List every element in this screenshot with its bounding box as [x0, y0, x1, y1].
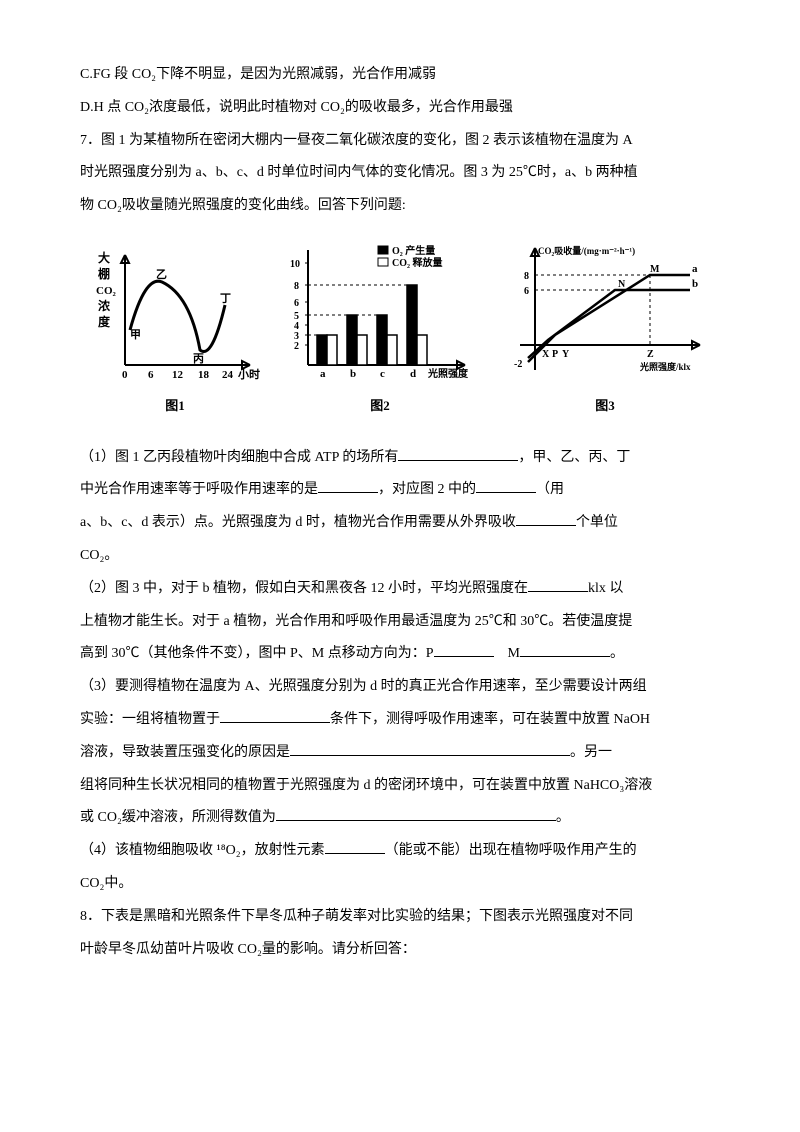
blank-value: [276, 807, 556, 821]
fig3-neg2: -2: [514, 359, 522, 370]
q7-line2: 时光照强度分别为 a、b、c、d 时单位时间内气体的变化情况。图 3 为 25℃…: [80, 158, 720, 189]
fig2-xa: a: [320, 368, 326, 380]
fig3-a: a: [692, 263, 698, 275]
option-c: C.FG 段 CO₂下降不明显，是因为光照减弱，光合作用减弱: [80, 60, 720, 91]
fig1-x0: 0: [122, 369, 128, 381]
figure-3: CO₂吸收量/(mg·m⁻²·h⁻¹) 8 6 M N a b -2 X P Y…: [500, 240, 710, 421]
fig2-xc: c: [380, 368, 385, 380]
option-d: D.H 点 CO₂浓度最低，说明此时植物对 CO₂的吸收最多，光合作用最强: [80, 93, 720, 124]
fig1-x4: 24: [222, 369, 234, 381]
p2-e: M: [508, 646, 520, 661]
p3-c: 条件下，测得呼吸作用速率，可在装置中放置 NaOH: [330, 712, 650, 727]
figure-2: 10 8 6 5 4 3 2 O₂ 产生量: [280, 240, 480, 421]
fig2-y8: 8: [294, 281, 299, 292]
p2-d: 高到 30℃（其他条件不变），图中 P、M 点移动方向为：P: [80, 646, 434, 661]
p2-b: klx 以: [588, 581, 623, 596]
p3-e: 。另一: [570, 745, 612, 760]
fig2-y10: 10: [290, 259, 300, 270]
p1-c: 中光合作用速率等于呼吸作用速率的是: [80, 482, 318, 497]
p1-g: 个单位: [576, 515, 618, 530]
q8-line2: 叶龄早冬瓜幼苗叶片吸收 CO₂量的影响。请分析回答：: [80, 935, 720, 966]
fig1-label: 图1: [165, 392, 185, 421]
fig1-x1: 6: [148, 369, 154, 381]
p2-line1: （2）图 3 中，对于 b 植物，假如白天和黑夜各 12 小时，平均光照强度在 k…: [80, 574, 720, 605]
blank-cond: [220, 709, 330, 723]
blank-reason: [290, 742, 570, 756]
fig3-P: P: [552, 349, 558, 360]
fig3-M: M: [650, 264, 660, 275]
p4-a: （4）该植物细胞吸收 ¹⁸O₂，放射性元素: [80, 843, 325, 858]
fig1-ding: 丁: [220, 292, 231, 305]
blank-cancannot: [325, 840, 385, 854]
p1-line4: CO₂。: [80, 541, 720, 572]
p3-g: 或 CO₂缓冲溶液，所测得数值为: [80, 810, 276, 825]
fig3-N: N: [618, 279, 626, 290]
p2-line2: 上植物才能生长。对于 a 植物，光合作用和呼吸作用最适温度为 25℃和 30℃。…: [80, 607, 720, 638]
blank-P: [434, 643, 494, 657]
q8-line1: 8．下表是黑暗和光照条件下旱冬瓜种子萌发率对比实验的结果；下图表示光照强度对不同: [80, 902, 720, 933]
fig1-yl4: 浓: [98, 298, 111, 313]
fig1-jia: 甲: [130, 328, 141, 341]
p3-line1: （3）要测得植物在温度为 A、光照强度分别为 d 时的真正光合作用速率，至少需要…: [80, 672, 720, 703]
p3-b: 实验：一组将植物置于: [80, 712, 220, 727]
p1-line2: 中光合作用速率等于呼吸作用速率的是 ，对应图 2 中的 （用: [80, 475, 720, 506]
fig1-yi: 乙: [156, 268, 167, 281]
fig2-y2: 2: [294, 341, 299, 352]
p1-d: ，对应图 2 中的: [378, 482, 476, 497]
fig3-Z: Z: [647, 349, 654, 360]
fig2-leg-co2: CO₂ 释放量: [392, 256, 443, 269]
fig2-xlabel: 光照强度: [427, 367, 469, 380]
fig2-xb: b: [350, 368, 356, 380]
p3-line5: 或 CO₂缓冲溶液，所测得数值为 。: [80, 803, 720, 834]
blank-klx: [528, 578, 588, 592]
fig3-b: b: [692, 278, 698, 290]
fig3-X: X: [542, 349, 550, 360]
p1-a: （1）图 1 乙丙段植物叶肉细胞中合成 ATP 的场所有: [80, 450, 398, 465]
blank-eq: [318, 479, 378, 493]
p1-line3: a、b、c、d 表示）点。光照强度为 d 时，植物光合作用需要从外界吸收 个单位: [80, 508, 720, 539]
p3-h: 。: [556, 810, 570, 825]
p4-b: （能或不能）出现在植物呼吸作用产生的: [385, 843, 637, 858]
figure-1: 甲 乙 丙 丁 大 棚 CO₂ 浓 度 0 6 12 18 24 小时 图1: [90, 240, 260, 421]
p3-line4: 组将同种生长状况相同的植物置于光照强度为 d 的密闭环境中，可在装置中放置 Na…: [80, 771, 720, 802]
q7-line3: 物 CO₂吸收量随光照强度的变化曲线。回答下列问题:: [80, 191, 720, 222]
fig2-label: 图2: [370, 392, 390, 421]
fig3-y8: 8: [524, 271, 529, 282]
blank-atp: [398, 447, 518, 461]
p1-b: ，甲、乙、丙、丁: [518, 450, 630, 465]
fig1-yl5: 度: [98, 314, 111, 329]
blank-M: [520, 643, 610, 657]
fig2-y6: 6: [294, 298, 299, 309]
figure-row: 甲 乙 丙 丁 大 棚 CO₂ 浓 度 0 6 12 18 24 小时 图1: [80, 240, 720, 421]
q7-line1: 7．图 1 为某植物所在密闭大棚内一昼夜二氧化碳浓度的变化，图 2 表示该植物在…: [80, 126, 720, 157]
fig1-x3: 18: [198, 369, 210, 381]
p1-line1: （1）图 1 乙丙段植物叶肉细胞中合成 ATP 的场所有 ，甲、乙、丙、丁: [80, 443, 720, 474]
p4-line2: CO₂中。: [80, 869, 720, 900]
blank-units: [516, 512, 576, 526]
fig3-label: 图3: [595, 392, 615, 421]
p2-a: （2）图 3 中，对于 b 植物，假如白天和黑夜各 12 小时，平均光照强度在: [80, 581, 528, 596]
fig3-xlabel: 光照强度/klx: [639, 361, 691, 372]
fig1-yl1: 大: [98, 250, 110, 265]
fig1-yl3: CO₂: [96, 285, 117, 297]
fig2-xd: d: [410, 368, 416, 380]
p2-f: 。: [610, 646, 624, 661]
fig1-yl2: 棚: [98, 266, 110, 281]
fig3-y6: 6: [524, 286, 529, 297]
p3-line2: 实验：一组将植物置于 条件下，测得呼吸作用速率，可在装置中放置 NaOH: [80, 705, 720, 736]
fig1-bing: 丙: [193, 352, 204, 365]
fig3-ylabel: CO₂吸收量/(mg·m⁻²·h⁻¹): [538, 245, 635, 256]
p2-line3: 高到 30℃（其他条件不变），图中 P、M 点移动方向为：P M 。: [80, 639, 720, 670]
fig1-x2: 12: [172, 369, 184, 381]
p3-line3: 溶液，导致装置压强变化的原因是 。另一: [80, 738, 720, 769]
p4-line1: （4）该植物细胞吸收 ¹⁸O₂，放射性元素 （能或不能）出现在植物呼吸作用产生的: [80, 836, 720, 867]
fig2-leg-o2: O₂ 产生量: [392, 244, 435, 257]
fig1-xlabel: 小时: [237, 367, 260, 381]
p1-e: （用: [536, 482, 564, 497]
p3-d: 溶液，导致装置压强变化的原因是: [80, 745, 290, 760]
blank-fig2pt: [476, 479, 536, 493]
p1-f: a、b、c、d 表示）点。光照强度为 d 时，植物光合作用需要从外界吸收: [80, 515, 516, 530]
fig3-Y: Y: [562, 349, 570, 360]
